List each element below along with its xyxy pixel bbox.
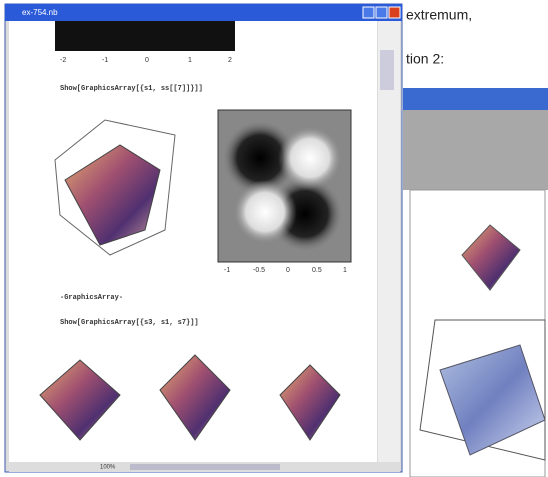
- tick-label: -2: [60, 57, 66, 64]
- right-toolbar-area: [403, 110, 548, 190]
- input-cell[interactable]: Show[GraphicsArray[{s1, ss[[7]]}]]: [60, 85, 203, 93]
- surface-plot: [64, 144, 161, 246]
- tick-label: 0: [286, 267, 290, 274]
- surface-plot: [159, 354, 231, 441]
- contour-blob: [222, 120, 298, 196]
- tick-label: -1: [102, 57, 108, 64]
- surface-plot: [439, 344, 546, 456]
- zoom-level[interactable]: 100%: [100, 465, 116, 471]
- surface-plot: [39, 359, 121, 441]
- tick-label: 0.5: [312, 267, 322, 274]
- tick-label: 1: [343, 267, 347, 274]
- maximize-button[interactable]: [375, 6, 388, 19]
- tick-label: -0.5: [253, 267, 265, 274]
- tick-label: -1: [224, 267, 230, 274]
- right-title-bar: [403, 88, 548, 110]
- doc-line: extremum,: [406, 7, 472, 23]
- title-bar: [5, 4, 402, 21]
- tick-label: 0: [145, 57, 149, 64]
- scroll-thumb[interactable]: [380, 50, 394, 90]
- plot-box: [54, 119, 176, 256]
- window-title: ex-754.nb: [22, 8, 58, 17]
- scrollbar[interactable]: [378, 21, 400, 462]
- contour-blob: [233, 180, 297, 244]
- tick-label: 2: [228, 57, 232, 64]
- surface-plot: [279, 364, 341, 441]
- doc-line: tion 2:: [406, 51, 444, 67]
- tick-label: 1: [188, 57, 192, 64]
- contour-blob: [278, 126, 342, 190]
- close-button[interactable]: [388, 6, 401, 19]
- plot-box: [419, 319, 546, 461]
- input-cell[interactable]: Show[GraphicsArray[{s3, s1, s7}]]: [60, 319, 199, 327]
- output-cell: -GraphicsArray-: [60, 294, 123, 302]
- minimize-button[interactable]: [362, 6, 375, 19]
- surface-plot: [461, 224, 521, 291]
- h-scroll-thumb[interactable]: [130, 464, 280, 470]
- contour-plot-partial: [55, 21, 235, 51]
